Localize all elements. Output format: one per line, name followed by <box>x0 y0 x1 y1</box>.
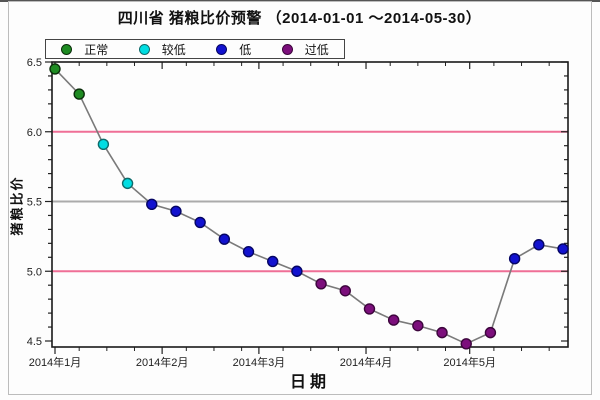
series-line <box>54 68 564 345</box>
data-point-2014-03-05 <box>267 255 279 268</box>
data-point-2014-01-29 <box>146 198 158 210</box>
data-point-2014-05-14 <box>508 252 521 265</box>
legend-item-too-low: 过低 <box>281 41 329 58</box>
data-point-2014-05-21 <box>533 239 545 251</box>
legend-item-slightly-low: 较低 <box>138 41 186 58</box>
x-tick-label: 2014年4月 <box>340 355 393 369</box>
data-point-2014-04-30 <box>460 338 472 350</box>
y-tick-label: 6.0 <box>27 127 42 139</box>
data-point-2014-01-01 <box>49 63 61 75</box>
data-point-2014-03-12 <box>291 265 303 277</box>
data-point-2014-05-07 <box>484 326 497 339</box>
data-point-2014-01-22 <box>121 177 134 190</box>
data-point-2014-05-28 <box>557 243 569 255</box>
y-tick-label: 5.0 <box>27 266 42 278</box>
x-axis-title: 日期 <box>289 374 330 391</box>
legend-dot-too-low-icon <box>281 43 293 55</box>
legend-dot-normal-icon <box>61 43 73 55</box>
data-point-2014-02-12 <box>194 216 206 229</box>
legend-label-slightly-low: 较低 <box>161 42 186 57</box>
legend: 正常 较低 低 过低 <box>45 39 345 59</box>
data-point-2014-01-08 <box>73 88 85 100</box>
legend-label-too-low: 过低 <box>304 42 329 57</box>
legend-item-normal: 正常 <box>61 41 108 58</box>
x-tick-label: 2014年3月 <box>233 355 286 369</box>
y-tick-label: 5.5 <box>27 197 42 209</box>
data-point-2014-04-16 <box>412 319 424 332</box>
y-axis-title: 猪粮比价 <box>9 175 25 236</box>
legend-label-low: 低 <box>239 42 252 57</box>
y-tick-label: 4.5 <box>27 336 42 348</box>
legend-label-normal: 正常 <box>84 42 109 57</box>
x-tick-label: 2014年1月 <box>29 355 82 369</box>
legend-item-low: 低 <box>216 41 251 58</box>
data-point-2014-02-19 <box>218 233 231 245</box>
data-point-2014-02-05 <box>170 205 182 217</box>
x-tick-label: 2014年2月 <box>136 355 189 369</box>
legend-dot-low-icon <box>216 43 228 55</box>
data-point-2014-03-19 <box>315 278 327 290</box>
data-point-2014-04-09 <box>387 314 400 326</box>
data-point-2014-04-02 <box>363 303 376 315</box>
y-tick-label: 6.5 <box>27 57 42 69</box>
legend-dot-slightly-low-icon <box>138 43 150 55</box>
data-point-2014-02-26 <box>242 246 255 258</box>
data-point-2014-01-15 <box>97 138 110 151</box>
data-point-2014-04-23 <box>436 326 448 339</box>
plot-border <box>51 61 569 348</box>
chart-title: 四川省 猪粮比价预警 （2014-01-01 ～2014-05-30） <box>117 10 482 27</box>
x-tick-label: 2014年5月 <box>443 355 496 369</box>
data-point-2014-03-26 <box>339 285 351 297</box>
